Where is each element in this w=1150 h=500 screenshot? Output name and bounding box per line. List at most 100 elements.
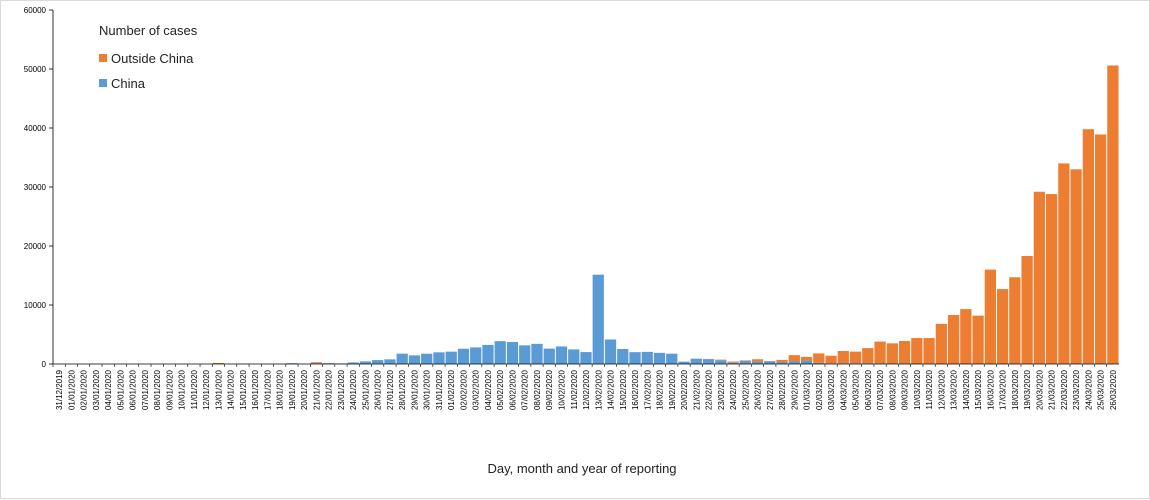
x-tick-label: 06/01/2020 [129,369,138,410]
x-tick-label: 11/01/2020 [190,369,199,409]
x-tick-label: 09/01/2020 [165,369,174,410]
x-axis-label: Day, month and year of reporting [487,461,676,476]
x-tick-label: 18/03/2020 [1011,369,1020,410]
bar-china-17-02-2020 [642,352,653,364]
x-tick-label: 19/02/2020 [668,369,677,410]
x-tick-label: 16/03/2020 [986,369,995,410]
x-tick-label: 13/02/2020 [594,369,603,410]
x-tick-label: 31/01/2020 [435,369,444,410]
x-tick-label: 01/01/2020 [67,369,76,410]
bar-outside-china-28-02-2020 [776,360,787,362]
bar-outside-china-03-03-2020 [825,356,836,364]
bar-china-23-02-2020 [715,360,726,364]
x-tick-label: 01/02/2020 [447,369,456,410]
bar-outside-china-21-03-2020 [1046,194,1057,364]
y-tick-label: 10000 [24,301,47,310]
bar-outside-china-11-03-2020 [923,338,934,364]
bar-outside-china-19-03-2020 [1021,256,1032,364]
bar-china-29-01-2020 [409,355,420,364]
bar-china-25-02-2020 [740,361,751,364]
x-tick-label: 22/03/2020 [1060,369,1069,410]
x-tick-label: 10/01/2020 [178,369,187,410]
x-tick-label: 26/01/2020 [374,369,383,410]
bar-outside-china-26-03-2020 [1107,65,1118,363]
bar-china-26-01-2020 [372,360,383,364]
legend: Number of cases Outside China China [99,23,198,91]
bar-china-10-02-2020 [556,346,567,364]
bar-outside-china-09-03-2020 [899,341,910,364]
bar-outside-china-29-02-2020 [789,355,800,361]
bar-outside-china-10-03-2020 [911,338,922,364]
x-tick-label: 09/03/2020 [901,369,910,410]
x-tick-label: 02/02/2020 [459,369,468,410]
y-tick-label: 50000 [24,65,47,74]
x-tick-label: 09/02/2020 [545,369,554,410]
bar-outside-china-15-03-2020 [972,316,983,364]
x-tick-label: 12/03/2020 [937,369,946,410]
x-tick-label: 28/02/2020 [778,369,787,410]
bar-outside-china-25-02-2020 [740,360,751,361]
x-tick-label: 19/01/2020 [288,369,297,410]
x-tick-label: 21/02/2020 [692,369,701,410]
legend-swatch-china [99,79,107,87]
x-tick-label: 05/03/2020 [852,369,861,410]
x-tick-label: 12/01/2020 [202,369,211,410]
bar-china-14-02-2020 [605,339,616,364]
legend-label-outside-china: Outside China [111,51,194,66]
x-tick-label: 29/02/2020 [790,369,799,410]
x-tick-label: 17/02/2020 [643,369,652,410]
x-tick-label: 27/02/2020 [766,369,775,410]
x-tick-label: 23/01/2020 [337,369,346,410]
bar-outside-china-18-03-2020 [1009,277,1020,364]
x-tick-label: 06/02/2020 [508,369,517,410]
x-tick-label: 20/03/2020 [1035,369,1044,410]
bar-china-22-02-2020 [703,359,714,364]
bar-china-15-02-2020 [617,349,628,364]
x-tick-label: 16/01/2020 [251,369,260,410]
legend-swatch-outside-china [99,54,107,62]
bar-outside-china-26-02-2020 [752,359,763,361]
legend-label-china: China [111,76,146,91]
bar-outside-china-20-03-2020 [1034,192,1045,364]
x-tick-label: 04/01/2020 [104,369,113,410]
bar-outside-china-16-03-2020 [985,270,996,364]
bar-outside-china-22-03-2020 [1058,163,1069,363]
bar-china-04-02-2020 [482,345,493,364]
x-tick-label: 18/01/2020 [276,369,285,410]
x-tick-label: 03/03/2020 [827,369,836,410]
axes-layer [53,10,1119,364]
bar-china-02-02-2020 [458,349,469,364]
bar-outside-china-08-03-2020 [887,343,898,363]
x-tick-label: 30/01/2020 [423,369,432,410]
bar-outside-china-01-03-2020 [801,357,812,361]
x-tick-label: 26/03/2020 [1109,369,1118,410]
bar-outside-china-05-03-2020 [850,352,861,364]
bar-outside-china-24-02-2020 [727,362,738,363]
x-tick-label: 14/02/2020 [607,369,616,410]
x-tick-label: 14/01/2020 [227,369,236,410]
bar-outside-china-23-03-2020 [1070,169,1081,363]
x-tick-label: 16/02/2020 [631,369,640,410]
bar-outside-china-07-03-2020 [874,342,885,364]
x-tick-label: 31/12/2019 [55,369,64,410]
x-tick-label: 15/01/2020 [239,369,248,410]
bar-china-08-02-2020 [531,344,542,364]
bar-china-01-03-2020 [801,361,812,364]
x-tick-label: 02/01/2020 [80,369,89,410]
x-tick-label: 05/01/2020 [116,369,125,410]
bar-outside-china-06-03-2020 [862,348,873,363]
bar-outside-china-12-03-2020 [936,324,947,364]
x-tick-label: 02/03/2020 [815,369,824,410]
bar-china-06-02-2020 [507,342,518,364]
x-tick-label: 22/01/2020 [325,369,334,410]
x-tick-label: 23/03/2020 [1072,369,1081,410]
bar-outside-china-13-03-2020 [948,315,959,364]
x-tick-label: 25/02/2020 [741,369,750,410]
x-tick-label: 12/02/2020 [582,369,591,410]
x-tick-label: 07/01/2020 [141,369,150,410]
x-tick-label: 23/02/2020 [717,369,726,410]
x-tick-label: 13/01/2020 [214,369,223,410]
